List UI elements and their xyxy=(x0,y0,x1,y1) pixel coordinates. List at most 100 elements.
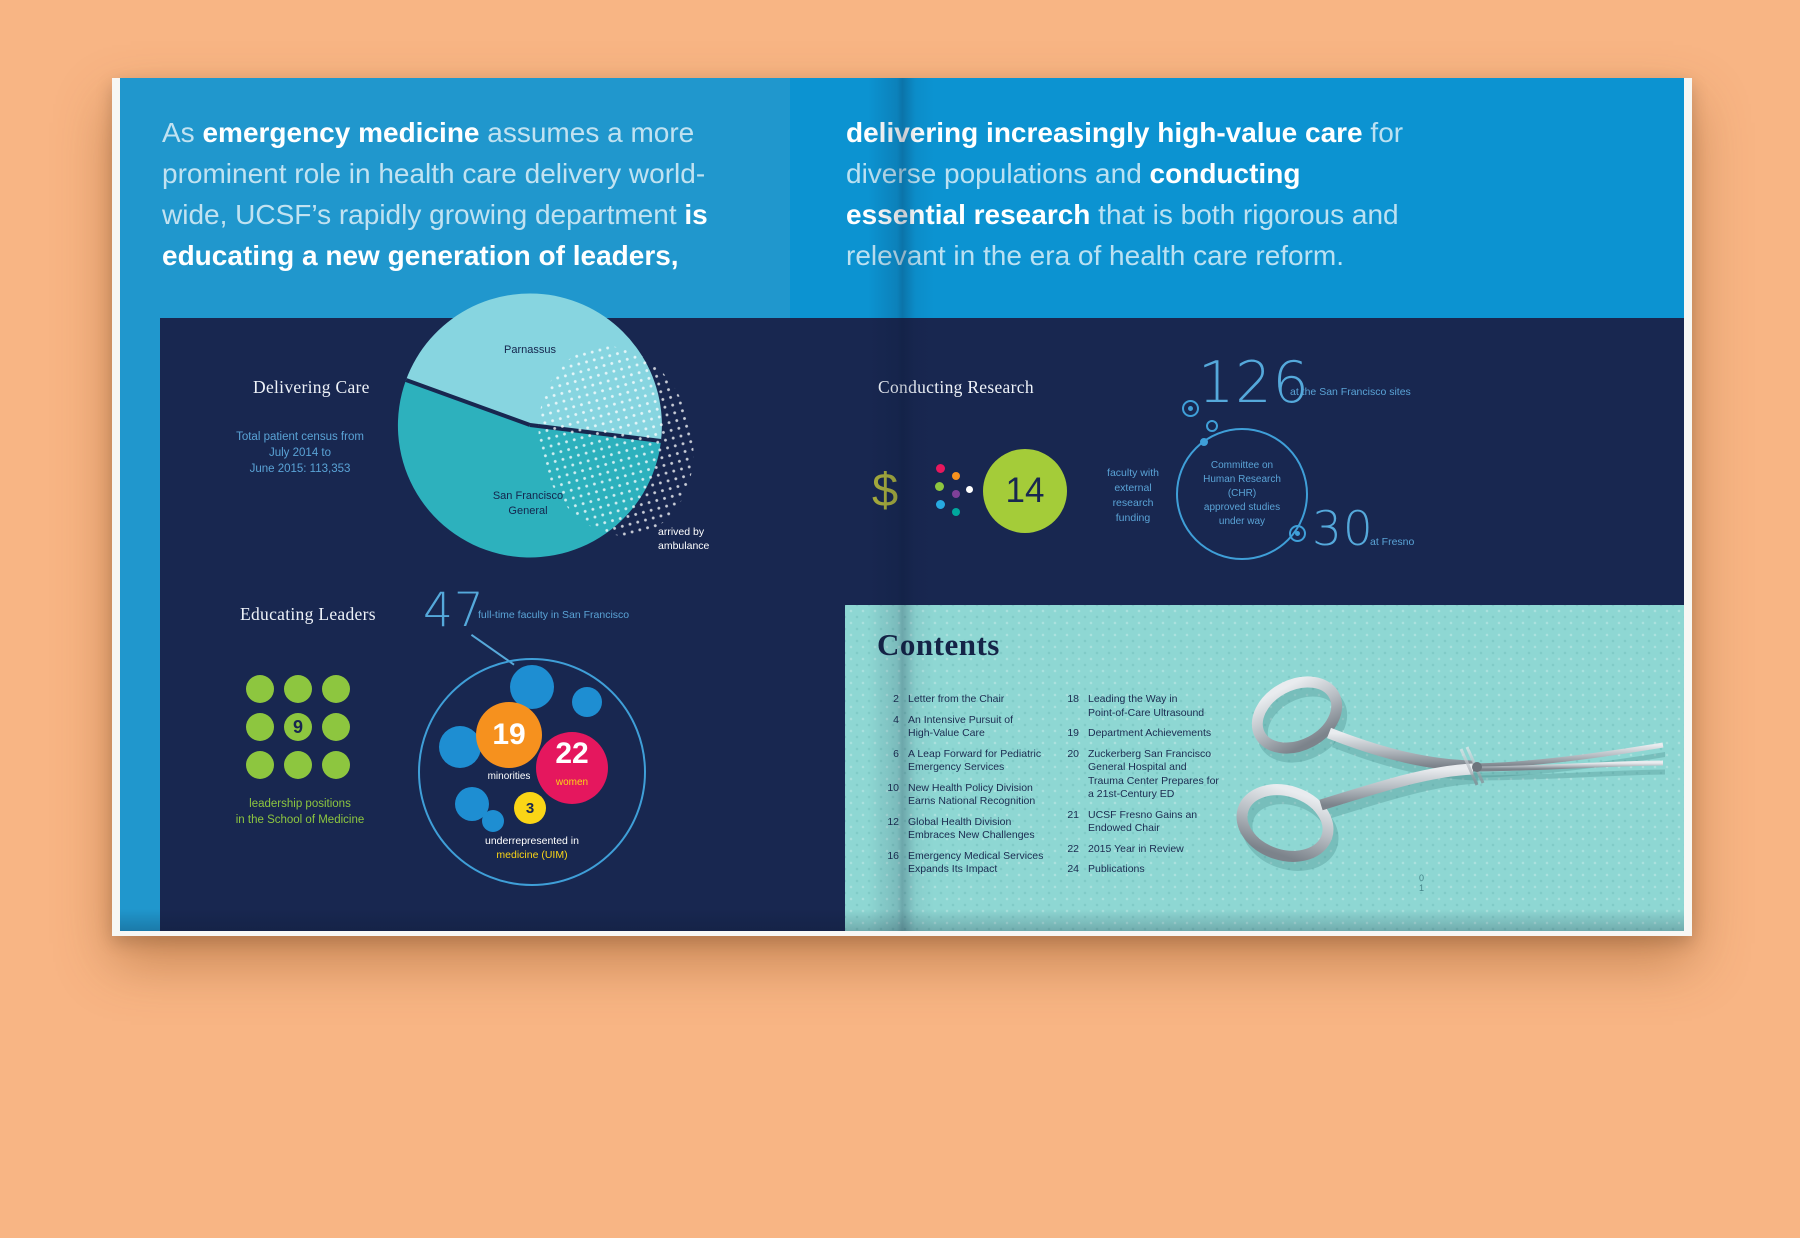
minorities-bubble: 19 xyxy=(476,702,542,768)
educating-leaders-title: Educating Leaders xyxy=(240,604,376,624)
women-label: women xyxy=(555,776,589,788)
toc-item-title: 2015 Year in Review xyxy=(1088,842,1184,855)
toc-page-number: 21 xyxy=(1067,808,1079,821)
toc-item: 18 Leading the Way in Point-of-Care Ultr… xyxy=(1059,693,1246,720)
toc-item-title: Emergency Medical Services Expands Its I… xyxy=(908,849,1044,876)
faculty-bubble xyxy=(572,687,602,717)
pie-label-sf-general: San Francisco General xyxy=(492,490,564,517)
toc-page-number: 2 xyxy=(893,693,899,705)
toc-item: 16 Emergency Medical Services Expands It… xyxy=(879,850,1066,877)
toc-item-title: Department Achievements xyxy=(1088,727,1212,739)
toc-item: 19 Department Achievements xyxy=(1059,727,1246,741)
toc-item-title: UCSF Fresno Gains an Endowed Chair xyxy=(1088,808,1198,835)
toc-page-number: 12 xyxy=(887,815,899,828)
intro-text-emphasis: is educating a new generation of leaders… xyxy=(162,199,708,271)
pie-label-parnassus: Parnassus xyxy=(504,344,556,356)
toc-page-number: 4 xyxy=(893,713,899,726)
magazine-spread: As emergency medicine assumes a more pro… xyxy=(112,78,1692,936)
green-dot xyxy=(322,713,350,741)
page-marker: 0 1 xyxy=(1419,873,1425,893)
intro-text-emphasis: emergency medicine xyxy=(202,117,480,148)
chr-circle: Committee on Human Research (CHR) approv… xyxy=(1176,428,1308,560)
funding-dots xyxy=(926,460,978,526)
uim-label-line2: medicine (UIM) xyxy=(496,849,568,861)
toc-page-number: 10 xyxy=(887,781,899,794)
green-dot xyxy=(284,751,312,779)
intro-text-emphasis: conducting essential research xyxy=(846,158,1301,230)
spread-inner: As emergency medicine assumes a more pro… xyxy=(120,78,1684,931)
toc-item-title: Zuckerberg San Francisco General Hospita… xyxy=(1088,747,1219,801)
toc-page-number: 6 xyxy=(893,747,899,760)
minorities-count: 19 xyxy=(492,718,526,751)
faculty-count: 47 xyxy=(423,583,485,638)
funding-dot xyxy=(952,508,960,516)
faculty-count-label: full-time faculty in San Francisco xyxy=(478,609,630,621)
ring-bubble xyxy=(1289,525,1306,542)
faculty-bubble-chart: 19 minorities 22 women 3 underrepresente… xyxy=(418,658,646,886)
intro-text: that is both rigorous and relevant in th… xyxy=(846,199,1399,271)
women-count: 22 xyxy=(555,736,589,770)
funding-dot xyxy=(936,464,945,473)
toc-item-title: An Intensive Pursuit of High-Value Care xyxy=(908,713,1014,740)
toc-page-number: 22 xyxy=(1067,842,1079,855)
uim-count: 3 xyxy=(525,799,535,817)
conducting-research-title: Conducting Research xyxy=(878,377,1034,397)
toc-item-title: A Leap Forward for Pediatric Emergency S… xyxy=(908,747,1042,774)
funding-dot xyxy=(952,490,960,498)
uim-bubble: 3 xyxy=(514,792,546,824)
green-dot xyxy=(284,675,312,703)
toc-page-number: 19 xyxy=(1067,727,1079,739)
toc-item: 2 Letter from the Chair xyxy=(879,693,1066,707)
toc-item: 4 An Intensive Pursuit of High-Value Car… xyxy=(879,714,1066,741)
ring-bubble xyxy=(1206,420,1218,432)
contents-column-left: 2 Letter from the Chair 4 An Intensive P… xyxy=(879,693,1066,884)
green-dot xyxy=(246,713,274,741)
toc-item: 20 Zuckerberg San Francisco General Hosp… xyxy=(1059,748,1246,802)
intro-text: As xyxy=(162,117,203,148)
funded-faculty-circle: 14 xyxy=(983,449,1067,533)
uim-label-line1: underrepresented in xyxy=(485,835,579,847)
women-bubble: 22 women xyxy=(536,732,608,804)
delivering-care-title: Delivering Care xyxy=(253,377,370,397)
faculty-bubble xyxy=(439,726,481,768)
fresno-studies-label: at Fresno xyxy=(1370,536,1415,548)
leadership-dot-grid: 9 xyxy=(246,675,350,779)
toc-page-number: 20 xyxy=(1067,747,1079,760)
contents-column-right: 18 Leading the Way in Point-of-Care Ultr… xyxy=(1059,693,1246,884)
toc-item: 6 A Leap Forward for Pediatric Emergency… xyxy=(879,748,1066,775)
sf-studies-count: 126 xyxy=(1198,350,1310,416)
toc-item-title: Letter from the Chair xyxy=(908,693,1005,705)
toc-page-number: 16 xyxy=(887,849,899,862)
toc-item-title: Publications xyxy=(1088,863,1145,875)
toc-item: 12 Global Health Division Embraces New C… xyxy=(879,816,1066,843)
funding-dot xyxy=(952,472,960,480)
faculty-bubble xyxy=(510,665,554,709)
toc-item: 24 Publications xyxy=(1059,863,1246,877)
intro-text-emphasis: delivering increasingly high-value care xyxy=(846,117,1363,148)
green-dot xyxy=(246,751,274,779)
contents-panel: Contents 2 Letter from the Chair 4 An In… xyxy=(845,605,1684,931)
patient-census-note: Total patient census from July 2014 to J… xyxy=(236,431,364,475)
toc-page-number: 24 xyxy=(1067,863,1079,875)
funded-faculty-label: faculty with external research funding xyxy=(1107,467,1159,524)
minorities-label: minorities xyxy=(487,771,531,782)
pie-divider-line xyxy=(405,378,531,427)
leadership-count: 9 xyxy=(292,716,303,737)
green-dot xyxy=(322,751,350,779)
green-dot-center: 9 xyxy=(284,713,312,741)
dollar-sign: $ xyxy=(872,463,899,516)
toc-item-title: New Health Policy Division Earns Nationa… xyxy=(908,781,1036,808)
green-dot xyxy=(322,675,350,703)
toc-item-title: Leading the Way in Point-of-Care Ultraso… xyxy=(1088,693,1205,719)
funded-faculty-count: 14 xyxy=(1005,471,1045,510)
ring-bubble xyxy=(1182,400,1199,417)
toc-page-number: 18 xyxy=(1067,693,1079,705)
intro-text: for diverse populations and xyxy=(846,117,1404,189)
intro-paragraph-left: As emergency medicine assumes a more pro… xyxy=(162,112,722,276)
funding-dot xyxy=(935,482,944,491)
funding-dot xyxy=(936,500,945,509)
ambulance-label: arrived by ambulance xyxy=(658,526,710,552)
funding-dot xyxy=(966,486,973,493)
toc-item: 22 2015 Year in Review xyxy=(1059,843,1246,857)
leadership-grid-label: leadership positions in the School of Me… xyxy=(235,798,365,826)
